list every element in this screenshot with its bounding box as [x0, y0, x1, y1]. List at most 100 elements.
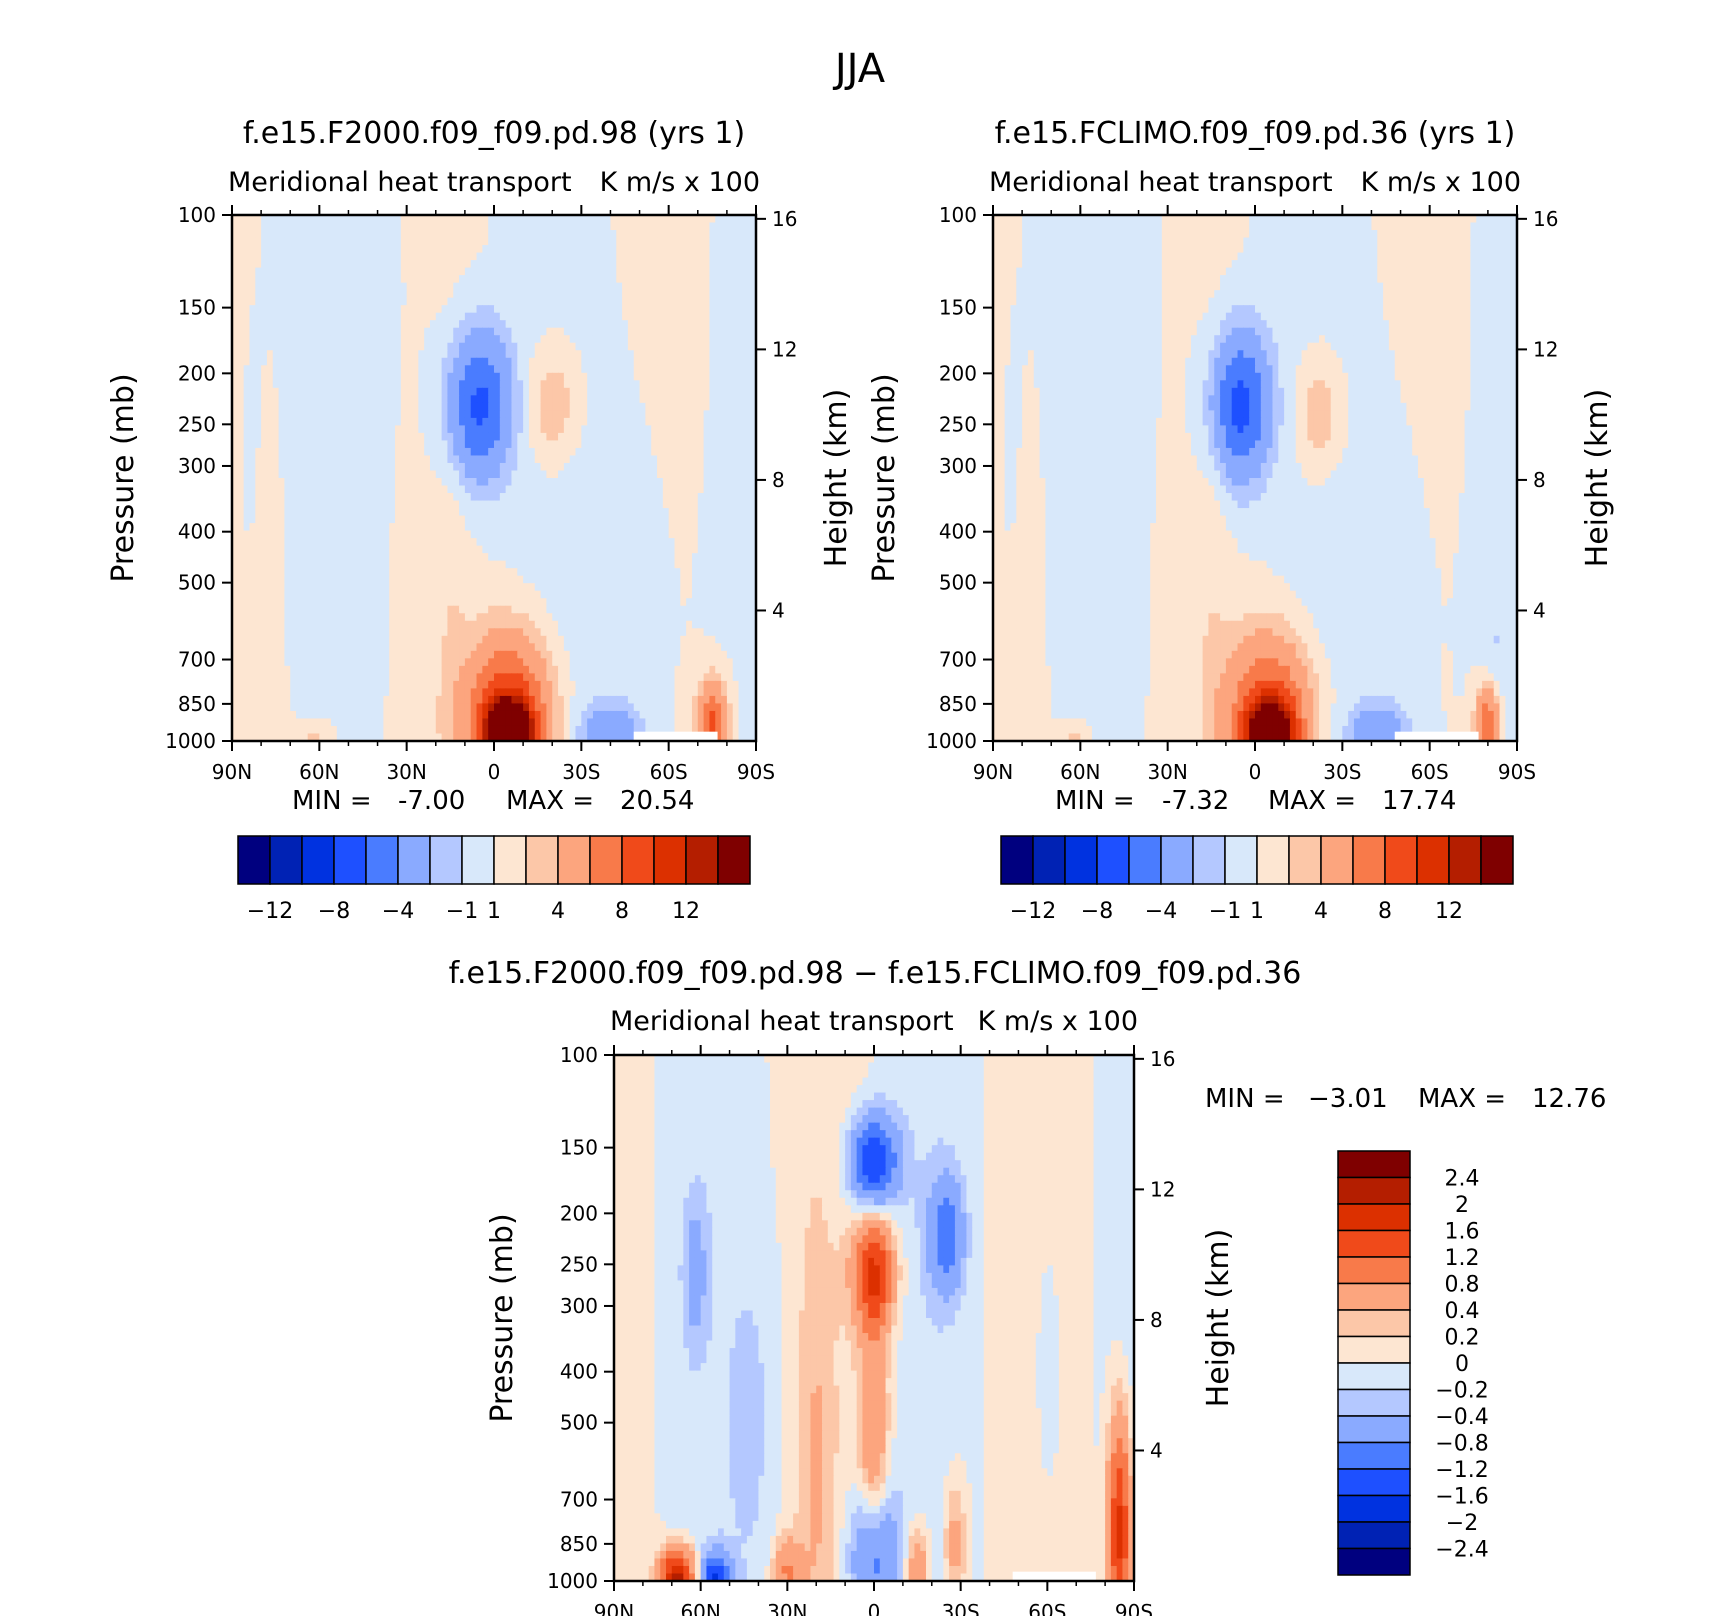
- field-cell: [348, 605, 355, 614]
- field-cell: [622, 275, 629, 284]
- field-cell: [528, 545, 536, 554]
- field-cell: [389, 500, 396, 509]
- field-cell: [296, 312, 303, 321]
- field-cell: [540, 417, 547, 426]
- field-cell: [622, 245, 629, 254]
- field-cell: [715, 432, 722, 442]
- field-cell: [552, 560, 559, 569]
- field-cell: [523, 478, 530, 487]
- field-cell: [715, 508, 722, 517]
- field-cell: [540, 560, 547, 569]
- field-cell: [721, 485, 728, 494]
- field-cell: [668, 508, 676, 517]
- field-cell: [313, 583, 320, 592]
- field-cell: [488, 312, 495, 321]
- field-cell: [691, 425, 699, 434]
- field-cell: [750, 402, 756, 411]
- field-cell: [296, 613, 303, 622]
- field-cell: [482, 575, 489, 584]
- field-cell: [511, 402, 518, 411]
- field-cell: [744, 613, 751, 622]
- field-cell: [633, 297, 641, 306]
- field-cell: [383, 598, 390, 607]
- field-cell: [610, 215, 617, 224]
- field-cell: [482, 252, 489, 261]
- field-cell: [371, 530, 379, 539]
- field-cell: [587, 395, 594, 404]
- field-cell: [255, 470, 262, 479]
- field-cell: [651, 297, 658, 306]
- field-cell: [365, 320, 373, 329]
- field-cell: [517, 478, 524, 487]
- field-cell: [360, 327, 367, 336]
- field-cell: [296, 237, 303, 246]
- field-cell: [424, 230, 431, 239]
- field-cell: [505, 530, 513, 539]
- field-cell: [604, 335, 612, 344]
- field-cell: [616, 568, 623, 577]
- field-cell: [237, 222, 245, 231]
- field-cell: [540, 462, 547, 472]
- field-cell: [744, 425, 751, 434]
- field-cell: [406, 380, 414, 389]
- field-cell: [377, 215, 384, 224]
- field-cell: [365, 515, 373, 524]
- field-cell: [377, 395, 384, 404]
- field-cell: [657, 395, 664, 404]
- field-cell: [505, 335, 513, 344]
- field-cell: [511, 470, 518, 479]
- field-cell: [348, 583, 355, 592]
- field-cell: [668, 282, 676, 291]
- field-cell: [494, 275, 501, 284]
- field-cell: [447, 230, 454, 239]
- field-cell: [610, 380, 617, 389]
- field-cell: [750, 305, 756, 314]
- field-cell: [505, 402, 513, 411]
- field-cell: [395, 432, 402, 442]
- field-cell: [435, 545, 443, 554]
- field-cell: [371, 275, 379, 284]
- field-cell: [290, 335, 297, 344]
- field-cell: [284, 312, 291, 321]
- field-cell: [237, 237, 245, 246]
- field-cell: [703, 282, 711, 291]
- field-cell: [284, 515, 291, 524]
- field-cell: [639, 447, 646, 457]
- field-cell: [715, 447, 722, 457]
- field-cell: [627, 245, 635, 254]
- field-cell: [459, 267, 466, 276]
- field-cell: [313, 395, 320, 404]
- field-cell: [488, 568, 495, 577]
- field-cell: [569, 215, 577, 224]
- field-cell: [307, 350, 315, 359]
- field-cell: [418, 613, 425, 622]
- field-cell: [732, 267, 740, 276]
- field-cell: [651, 432, 658, 442]
- field-cell: [243, 553, 251, 562]
- field-cell: [726, 252, 734, 261]
- field-cell: [278, 455, 285, 464]
- field-cell: [325, 598, 332, 607]
- field-cell: [284, 290, 291, 299]
- field-cell: [633, 230, 641, 239]
- field-cell: [523, 402, 530, 411]
- field-cell: [639, 598, 646, 607]
- panel-1: f.e15.F2000.f09_f09.pd.98 (yrs 1) Meridi…: [106, 116, 854, 924]
- field-cell: [319, 372, 326, 381]
- field-cell: [575, 380, 582, 389]
- field-cell: [278, 598, 285, 607]
- field-cell: [266, 260, 274, 269]
- field-cell: [249, 455, 256, 464]
- field-cell: [534, 282, 542, 291]
- field-cell: [365, 417, 373, 426]
- field-cell: [523, 267, 530, 276]
- field-cell: [715, 560, 722, 569]
- field-cell: [750, 478, 756, 487]
- field-cell: [604, 297, 612, 306]
- field-cell: [709, 515, 716, 524]
- field-cell: [616, 215, 623, 224]
- field-cell: [534, 297, 542, 306]
- field-cell: [243, 395, 251, 404]
- field-cell: [412, 545, 419, 554]
- field-cell: [360, 568, 367, 577]
